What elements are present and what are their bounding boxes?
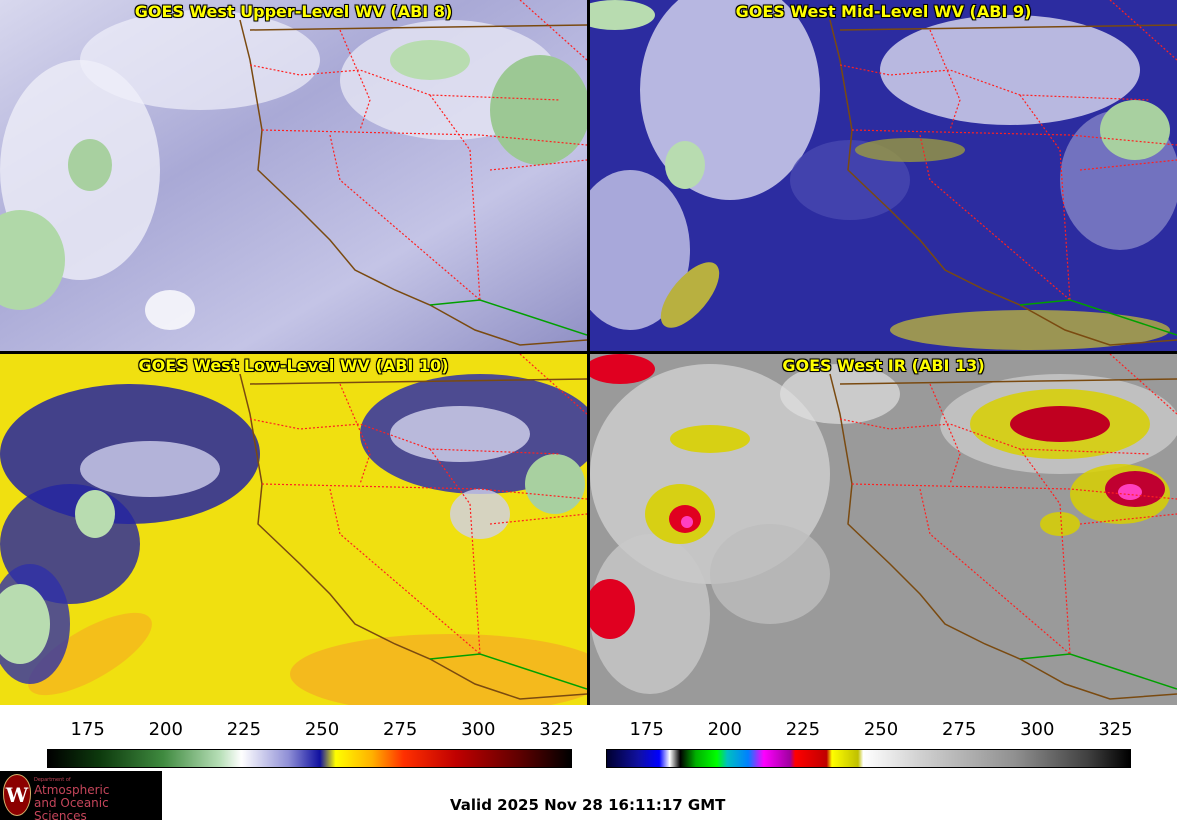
mid-level-wv-title: GOES West Mid-Level WV (ABI 9) [735, 2, 1032, 21]
ir-tick-label: 325 [1098, 719, 1133, 740]
wv-tick-label: 275 [382, 719, 418, 740]
low-level-wv-title: GOES West Low-Level WV (ABI 10) [138, 356, 449, 375]
ir-title: GOES West IR (ABI 13) [782, 356, 985, 375]
low-level-wv-image [0, 354, 587, 705]
ir-tick-label: 200 [707, 719, 742, 740]
ir-tick-label: 275 [941, 719, 977, 740]
ir-tick-label: 225 [785, 719, 821, 740]
wv-tick-label: 325 [539, 719, 574, 740]
mid-level-wv-image [590, 0, 1177, 351]
wv-tick-label: 300 [461, 719, 496, 740]
wv-colorbar-ticks: 175 200 225 250 275 300 325 [47, 719, 574, 741]
aos-logo: W Department of Atmospheric and Oceanic … [0, 771, 162, 823]
ir-colorbar: 175 200 225 250 275 300 325 [606, 713, 1133, 769]
ir-colorbar-ticks: 175 200 225 250 275 300 325 [606, 719, 1133, 741]
mid-level-wv-panel: GOES West Mid-Level WV (ABI 9) [590, 0, 1177, 351]
wv-tick-label: 175 [70, 719, 105, 740]
ir-tick-label: 300 [1020, 719, 1055, 740]
upper-level-wv-image [0, 0, 587, 351]
wv-tick-label: 225 [226, 719, 262, 740]
wv-colorbar: 175 200 225 250 275 300 325 [47, 713, 574, 769]
wv-tick-label: 200 [148, 719, 183, 740]
ir-tick-label: 175 [629, 719, 664, 740]
logo-line2: and Oceanic Sciences [34, 796, 109, 823]
panel-divider-horizontal [0, 351, 1177, 354]
logo-dept-name: Atmospheric and Oceanic Sciences [34, 784, 162, 823]
ir-image [590, 354, 1177, 705]
wv-colorbar-gradient [47, 749, 572, 768]
upper-level-wv-panel: GOES West Upper-Level WV (ABI 8) [0, 0, 587, 351]
ir-panel: GOES West IR (ABI 13) [590, 354, 1177, 705]
upper-level-wv-title: GOES West Upper-Level WV (ABI 8) [134, 2, 453, 21]
valid-time-label: Valid 2025 Nov 28 16:11:17 GMT [450, 796, 726, 814]
uw-seal-icon: W [3, 774, 31, 816]
low-level-wv-panel: GOES West Low-Level WV (ABI 10) [0, 354, 587, 705]
ir-colorbar-gradient [606, 749, 1131, 768]
wv-tick-label: 250 [304, 719, 340, 740]
logo-dept-label: Department of [34, 777, 71, 783]
ir-tick-label: 250 [863, 719, 899, 740]
logo-line1: Atmospheric [34, 783, 110, 797]
